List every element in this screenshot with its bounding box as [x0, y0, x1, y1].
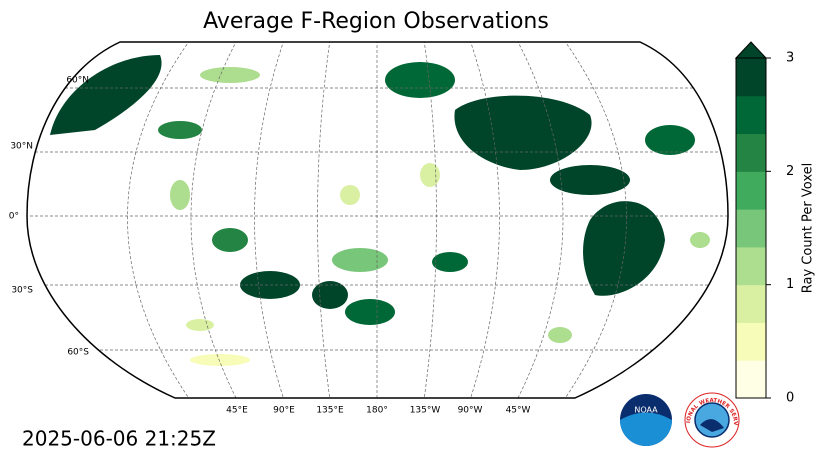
- title: Average F-Region Observations: [203, 9, 549, 34]
- colorbar-band: [736, 58, 766, 97]
- lon-label: 45°W: [506, 406, 531, 416]
- noaa-text: NOAA: [634, 406, 658, 415]
- lon-label: 135°E: [316, 406, 344, 416]
- colorbar: 0 1 2 3: [734, 41, 794, 406]
- colorbar-band: [736, 246, 766, 286]
- grid-line: [190, 42, 238, 398]
- lon-label: 90°W: [458, 406, 483, 416]
- lon-label: 90°E: [273, 406, 295, 416]
- colorbar-band: [736, 360, 766, 399]
- colorbar-frame: [735, 57, 767, 399]
- colorbar-extend: [734, 41, 768, 59]
- noaa-logo: NOAA: [620, 394, 672, 446]
- map-outline: [26, 41, 729, 399]
- colorbar-band: [736, 322, 766, 361]
- timestamp: 2025-06-06 21:25Z: [22, 427, 216, 451]
- observation-blobs: [50, 55, 710, 366]
- colorbar-tick-label: 3: [786, 51, 794, 66]
- graticule: [27, 42, 728, 398]
- colorbar-band: [736, 171, 766, 210]
- lat-label: 60°S: [67, 348, 89, 358]
- map: [27, 42, 728, 398]
- grid-line: [469, 42, 500, 398]
- lat-label: 60°N: [66, 76, 89, 86]
- lat-label: 30°N: [10, 142, 33, 152]
- colorbar-band: [736, 209, 766, 248]
- grid-line: [563, 42, 627, 398]
- grid-line: [423, 42, 437, 398]
- lon-label: 135°W: [410, 406, 441, 416]
- grid-line: [127, 42, 191, 398]
- lat-label: 30°S: [11, 286, 33, 296]
- grid-line: [254, 42, 285, 398]
- lat-label: 0°: [9, 212, 19, 222]
- colorbar-tick-label: 1: [786, 277, 794, 292]
- colorbar-tick-label: 2: [786, 164, 794, 179]
- colorbar-label: Ray Count Per Voxel: [801, 163, 816, 293]
- colorbar-band: [736, 133, 766, 172]
- colorbar-band: [736, 284, 766, 323]
- lon-label: 180°: [366, 406, 388, 416]
- colorbar-band: [736, 95, 766, 135]
- grid-line: [317, 42, 331, 398]
- colorbar-tick-label: 0: [786, 391, 794, 406]
- grid-line: [516, 42, 564, 398]
- lon-label: 45°E: [226, 406, 248, 416]
